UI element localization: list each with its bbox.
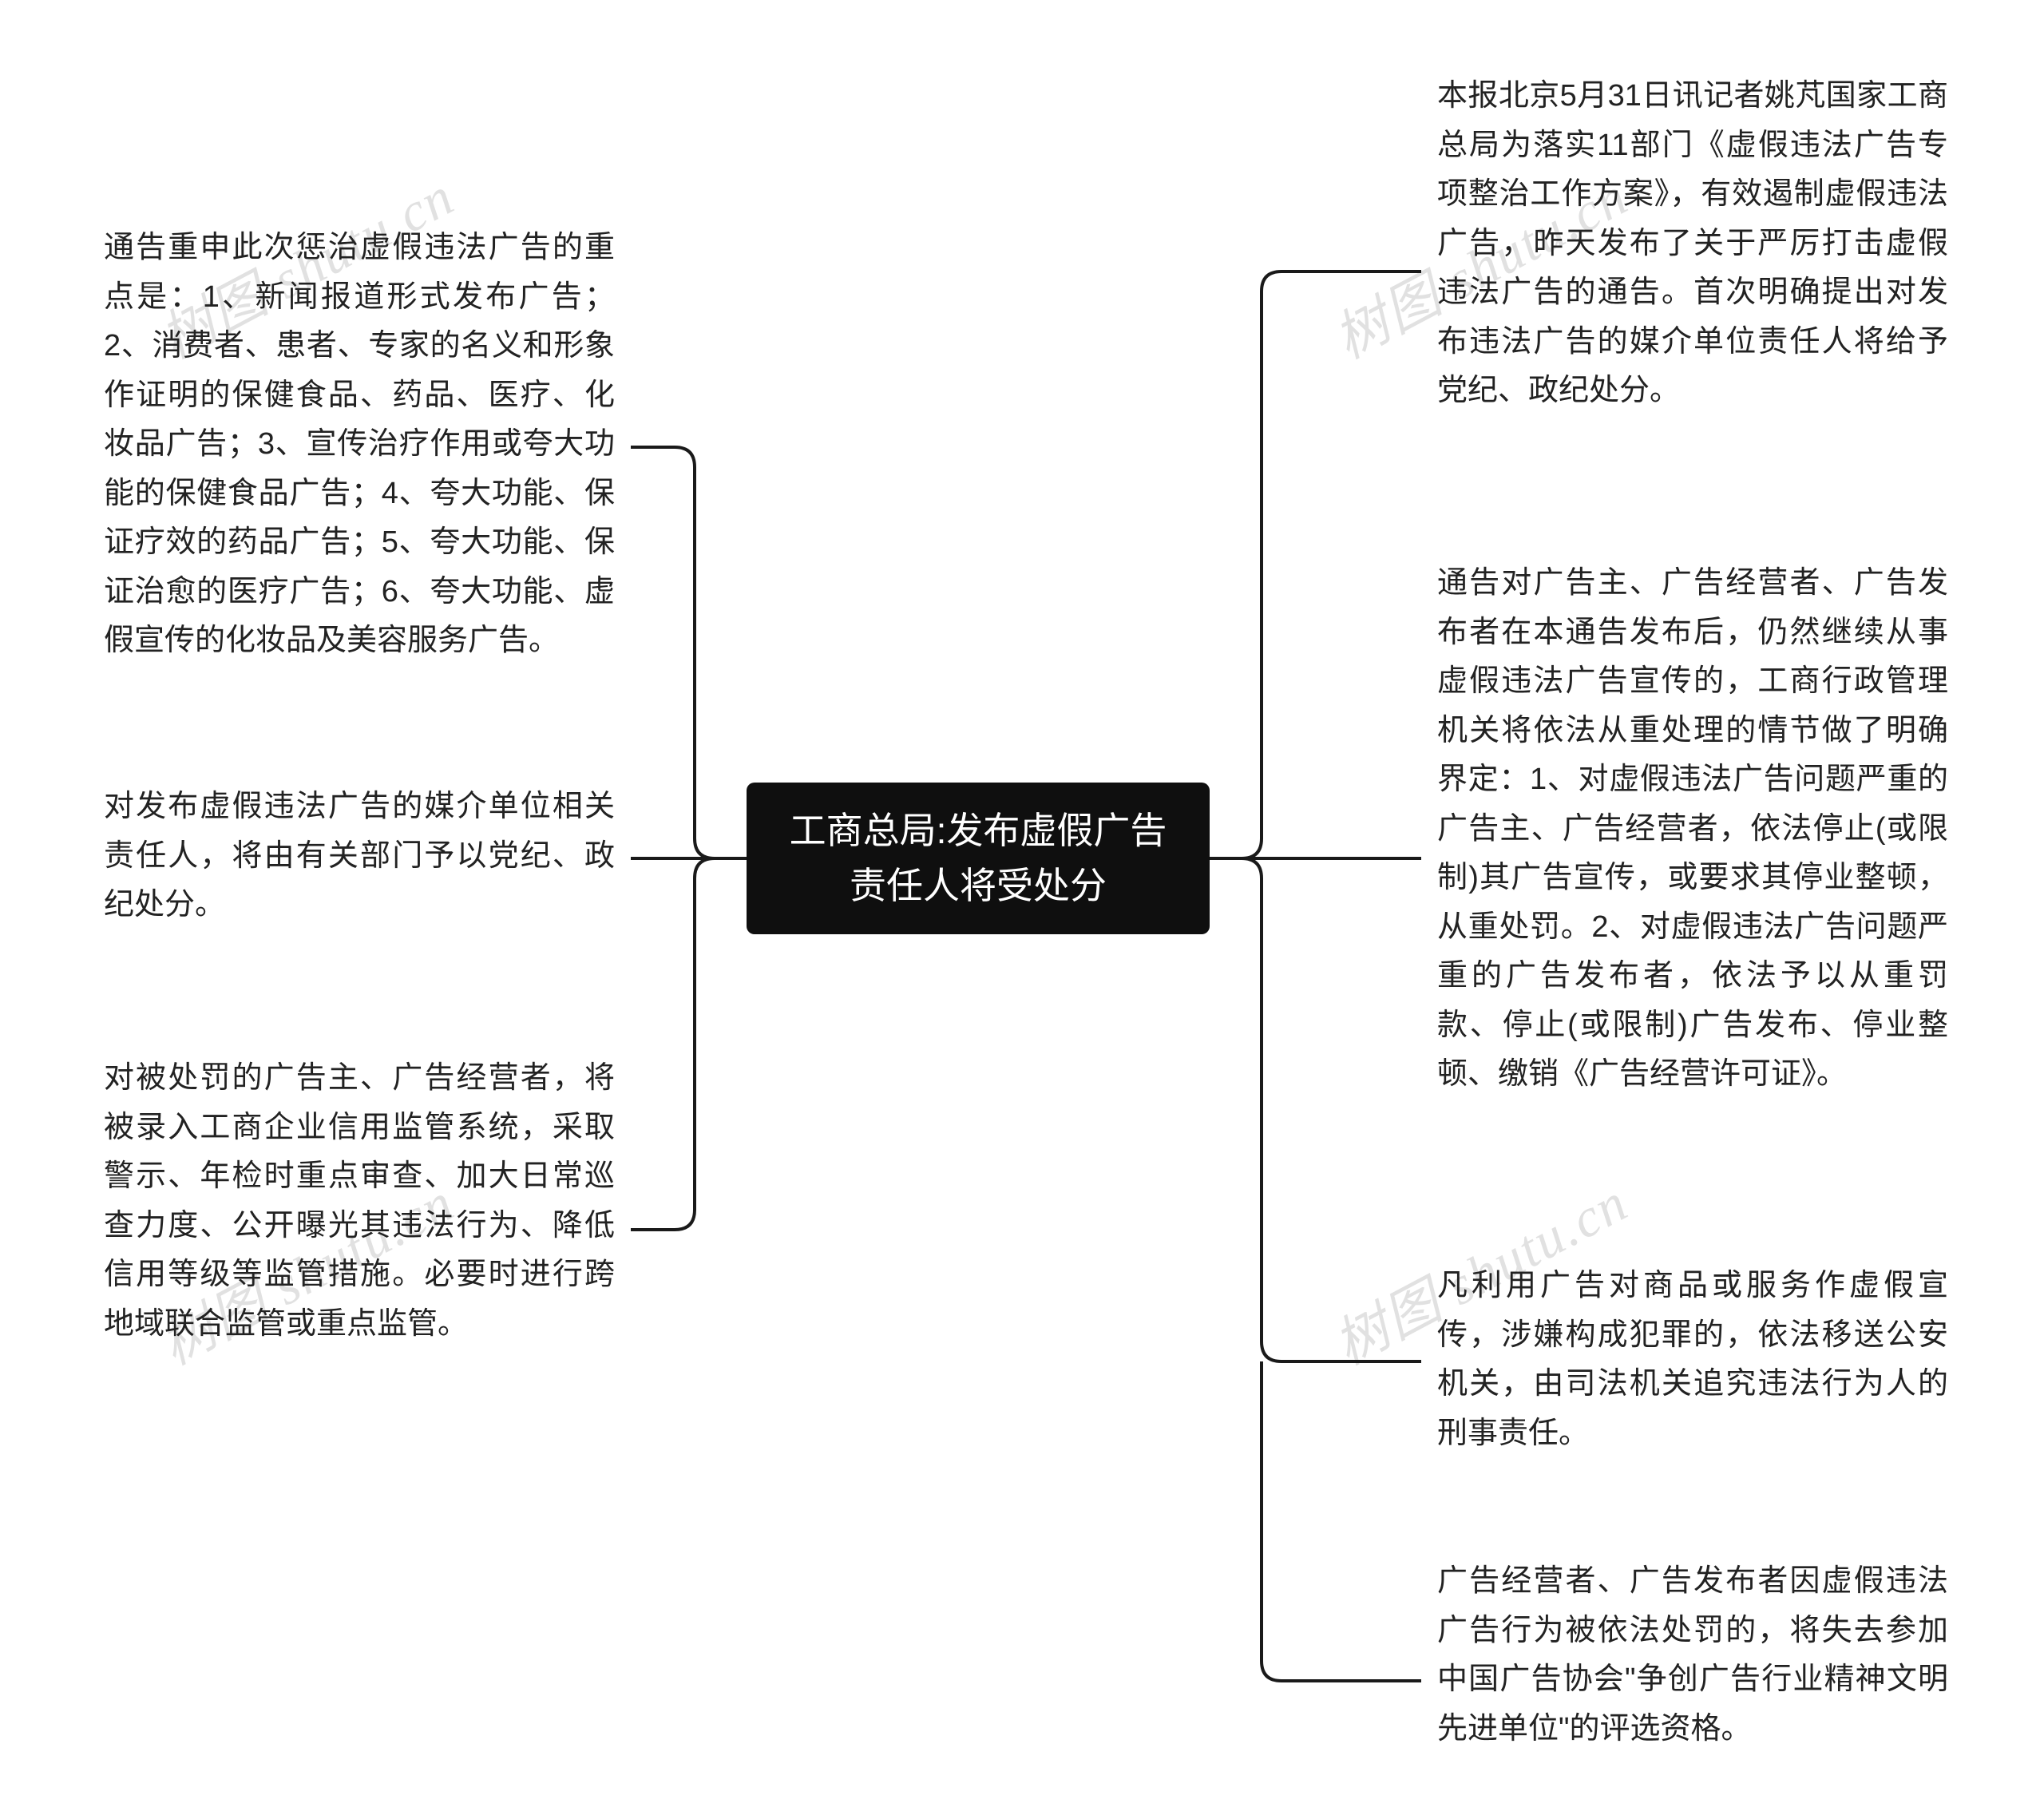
right-branch-0: 本报北京5月31日讯记者姚芃国家工商总局为落实11部门《虚假违法广告专项整治工作…: [1437, 72, 1948, 416]
right-branch-3: 广告经营者、广告发布者因虚假违法广告行为被依法处罚的，将失去参加中国广告协会"争…: [1437, 1557, 1948, 1754]
left-branch-1: 对发布虚假违法广告的媒介单位相关责任人，将由有关部门予以党纪、政纪处分。: [104, 783, 615, 930]
left-branch-0: 通告重申此次惩治虚假违法广告的重点是：1、新闻报道形式发布广告；2、消费者、患者…: [104, 224, 615, 666]
left-branch-2: 对被处罚的广告主、广告经营者，将被录入工商企业信用监管系统，采取警示、年检时重点…: [104, 1054, 615, 1349]
mindmap-canvas: 树图 shutu.cn 树图 shutu.cn 树图 shutu.cn 树图 s…: [0, 0, 2044, 1819]
right-branch-1: 通告对广告主、广告经营者、广告发布者在本通告发布后，仍然继续从事虚假违法广告宣传…: [1437, 559, 1948, 1100]
center-topic: 工商总局:发布虚假广告责任人将受处分: [747, 783, 1210, 934]
right-branch-2: 凡利用广告对商品或服务作虚假宣传，涉嫌构成犯罪的，依法移送公安机关，由司法机关追…: [1437, 1262, 1948, 1458]
